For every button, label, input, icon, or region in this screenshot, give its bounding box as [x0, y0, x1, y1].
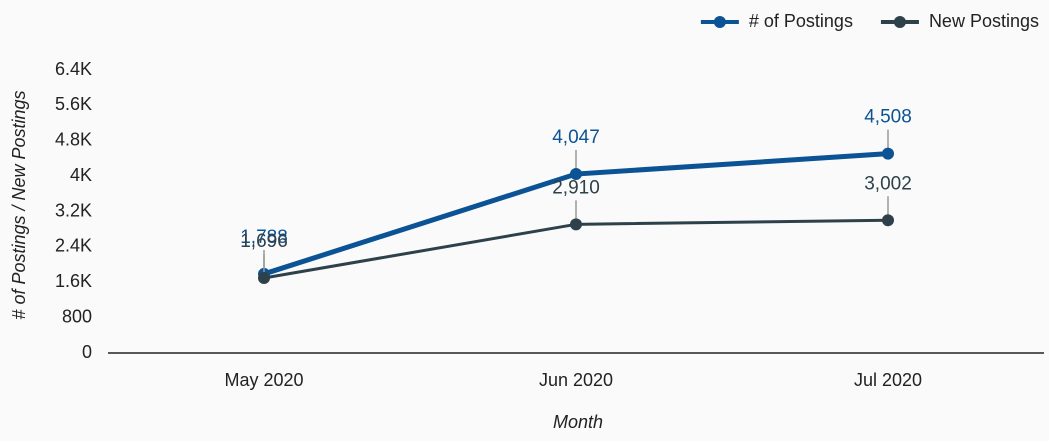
x-tick-label: Jul 2020 — [854, 370, 922, 390]
y-tick-label: 4.8K — [55, 130, 92, 150]
point — [570, 218, 582, 231]
data-label: 2,910 — [552, 177, 600, 198]
point — [882, 147, 894, 160]
y-tick-label: 3.2K — [55, 200, 92, 220]
data-label: 3,002 — [864, 173, 912, 194]
y-axis-title: # of Postings / New Postings — [9, 90, 29, 319]
y-tick-label: 0 — [82, 342, 92, 362]
x-axis-title: Month — [553, 412, 603, 432]
x-tick-label: Jun 2020 — [539, 370, 613, 390]
data-label: 1,788 — [240, 227, 288, 248]
point — [570, 168, 582, 181]
legend-label: New Postings — [929, 11, 1039, 31]
data-label: 1,696 — [240, 231, 288, 252]
y-tick-label: 2.4K — [55, 236, 92, 256]
point — [882, 214, 894, 227]
x-tick-label: May 2020 — [224, 370, 303, 390]
point — [258, 272, 270, 285]
legend-marker — [893, 16, 906, 28]
y-tick-label: 1.6K — [55, 271, 92, 291]
data-label: 4,508 — [864, 107, 912, 128]
data-label: 4,047 — [552, 127, 600, 148]
y-tick-label: 6.4K — [55, 59, 92, 79]
y-tick-label: 800 — [62, 306, 92, 326]
y-tick-label: 4K — [70, 165, 92, 185]
legend-marker — [713, 16, 726, 28]
y-tick-label: 5.6K — [55, 94, 92, 114]
legend-label: # of Postings — [749, 11, 853, 31]
